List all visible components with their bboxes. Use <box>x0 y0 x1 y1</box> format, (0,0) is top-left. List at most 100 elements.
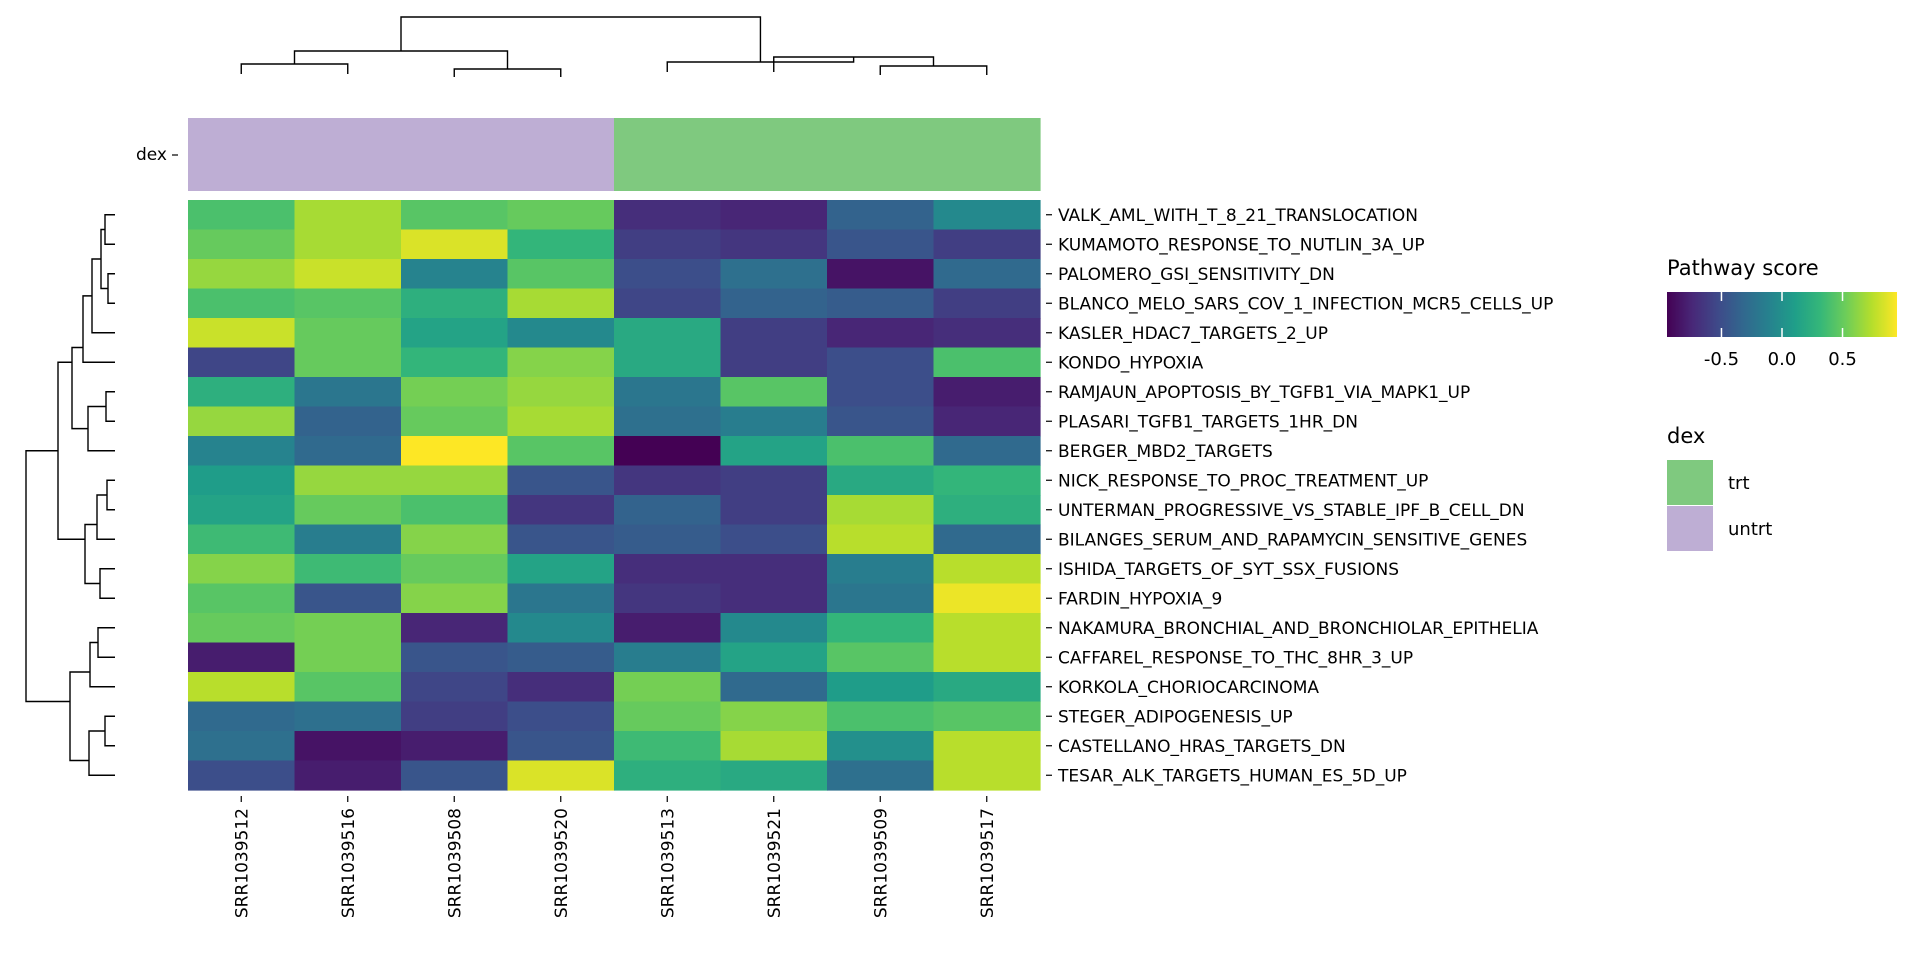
heatmap-cell <box>614 672 722 703</box>
heatmap-cell <box>827 259 935 290</box>
heatmap-cell <box>294 377 402 408</box>
heatmap-cell <box>294 524 402 555</box>
heatmap-cell <box>614 583 722 614</box>
heatmap-cell <box>614 318 722 349</box>
legend-label-untrt: untrt <box>1728 519 1772 540</box>
heatmap-cell <box>188 672 296 703</box>
heatmap-cell <box>614 436 722 467</box>
colorbar-tick-label: 0.5 <box>1828 349 1857 370</box>
heatmap-cell <box>401 406 509 437</box>
heatmap-cell <box>933 524 1041 555</box>
heatmap-cell <box>827 465 935 496</box>
column-label: SRR1039521 <box>765 808 785 918</box>
heatmap-cell <box>188 731 296 762</box>
heatmap-cell <box>614 731 722 762</box>
heatmap-cell <box>933 229 1041 260</box>
heatmap-cell <box>507 465 615 496</box>
heatmap-cell <box>720 524 828 555</box>
column-label: SRR1039517 <box>978 808 998 918</box>
heatmap-cell <box>933 406 1041 437</box>
heatmap-cell <box>507 377 615 408</box>
heatmap-cell <box>188 436 296 467</box>
heatmap-cell <box>933 495 1041 526</box>
heatmap-cell <box>507 259 615 290</box>
dendrogram-branch <box>97 627 115 658</box>
dendrogram-branch <box>453 68 562 77</box>
heatmap-cell <box>933 436 1041 467</box>
heatmap-cell <box>507 406 615 437</box>
heatmap-cell <box>188 613 296 644</box>
heatmap-cell <box>720 613 828 644</box>
heatmap-cell <box>507 288 615 319</box>
heatmap-cell <box>933 347 1041 378</box>
heatmap-cell <box>294 731 402 762</box>
row-label: CAFFAREL_RESPONSE_TO_THC_8HR_3_UP <box>1058 648 1413 668</box>
heatmap-cell <box>188 524 296 555</box>
heatmap-cell <box>827 583 935 614</box>
dendrogram-branch <box>106 479 115 511</box>
heatmap-cell <box>720 200 828 231</box>
heatmap-cell <box>401 642 509 673</box>
heatmap-cell <box>294 554 402 585</box>
heatmap-cell <box>720 377 828 408</box>
heatmap-cell <box>933 583 1041 614</box>
heatmap-cell <box>933 613 1041 644</box>
heatmap-cell <box>401 200 509 231</box>
heatmap-cell <box>294 406 402 437</box>
heatmap-cell <box>401 318 509 349</box>
heatmap-cell <box>401 613 509 644</box>
heatmap-cell <box>294 436 402 467</box>
heatmap-cell <box>401 347 509 378</box>
heatmap-cell <box>294 288 402 319</box>
dendrogram-branch <box>89 641 115 688</box>
column-labels: SRR1039512 SRR1039516 SRR1039508 SRR1039520… <box>232 796 998 918</box>
row-label: FARDIN_HYPOXIA_9 <box>1058 589 1222 609</box>
heatmap-cell <box>827 672 935 703</box>
heatmap-cell <box>507 495 615 526</box>
heatmap-cell <box>933 377 1041 408</box>
pathway-score-legend-title: Pathway score <box>1667 256 1819 280</box>
heatmap-cell <box>614 200 722 231</box>
heatmap-cell <box>507 200 615 231</box>
column-label: SRR1039520 <box>552 808 572 918</box>
dendrogram-branch <box>84 523 100 585</box>
heatmap-cell <box>614 524 722 555</box>
annotation-cell-SRR1039509 <box>827 118 935 191</box>
dendrogram-branch <box>107 273 115 304</box>
heatmap-cell <box>188 642 296 673</box>
heatmap-cell <box>614 229 722 260</box>
heatmap-cell <box>720 642 828 673</box>
heatmap-cell <box>614 465 722 496</box>
heatmap-cell <box>720 731 828 762</box>
heatmap-cell <box>294 229 402 260</box>
heatmap-cell <box>614 259 722 290</box>
heatmap-cell <box>507 701 615 732</box>
dendrogram-branch <box>104 214 115 245</box>
dendrogram-branch <box>96 494 115 540</box>
heatmap-cell <box>507 760 615 791</box>
heatmap-cell <box>933 642 1041 673</box>
heatmap-cell <box>401 672 509 703</box>
heatmap-cell <box>827 524 935 555</box>
pathway-score-legend: Pathway score -0.5 0.0 0.5 <box>1667 256 1897 370</box>
heatmap-cell <box>614 613 722 644</box>
heatmap-cell <box>614 701 722 732</box>
heatmap-cell <box>507 318 615 349</box>
heatmap-cell <box>507 554 615 585</box>
column-label: SRR1039508 <box>445 808 465 918</box>
row-label: PLASARI_TGFB1_TARGETS_1HR_DN <box>1058 412 1358 432</box>
heatmap-cell <box>188 318 296 349</box>
heatmap-cell <box>720 406 828 437</box>
row-label: TESAR_ALK_TARGETS_HUMAN_ES_5D_UP <box>1057 766 1407 786</box>
dendrogram-branch <box>25 450 70 703</box>
row-label: BLANCO_MELO_SARS_COV_1_INFECTION_MCR5_CE… <box>1058 294 1553 314</box>
heatmap-cell <box>720 318 828 349</box>
heatmap-cell <box>614 554 722 585</box>
heatmap-cell <box>188 760 296 791</box>
heatmap-cell <box>827 701 935 732</box>
heatmap-cell <box>294 347 402 378</box>
heatmap-cell <box>827 731 935 762</box>
heatmap-cell <box>401 701 509 732</box>
heatmap-cell <box>827 495 935 526</box>
heatmap-cell <box>614 406 722 437</box>
